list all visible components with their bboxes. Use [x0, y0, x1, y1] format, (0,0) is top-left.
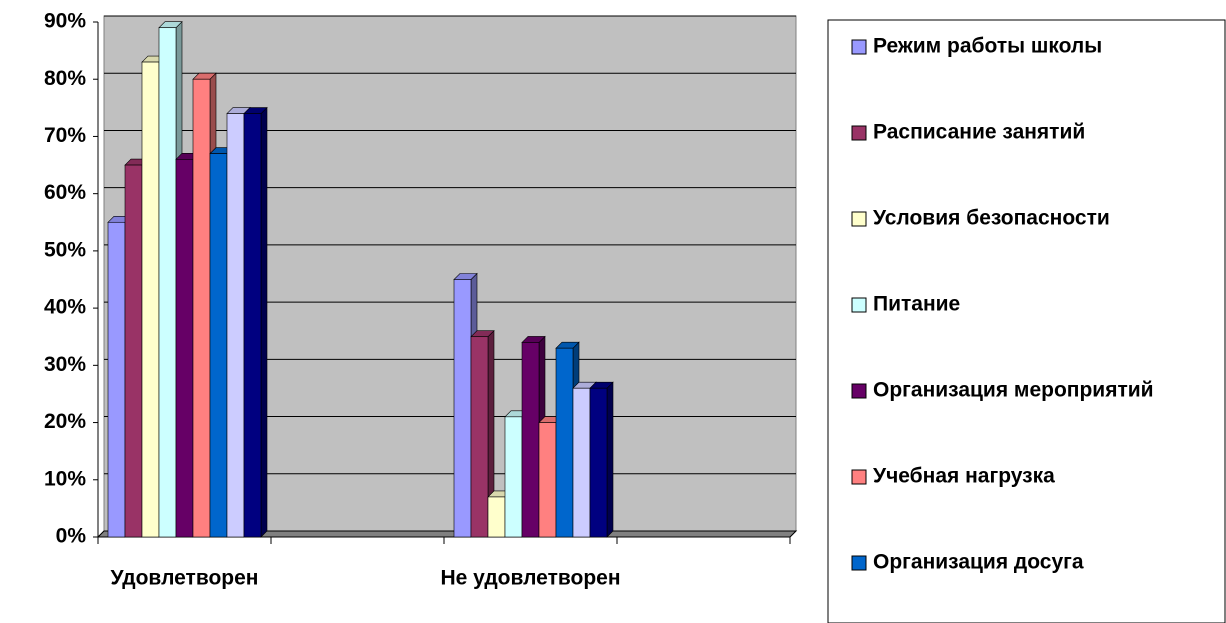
bar-face: [589, 387, 608, 538]
legend-swatch: [851, 211, 867, 227]
bar-face: [487, 496, 506, 538]
y-tick-label: 70%: [44, 124, 86, 147]
y-tick-label: 60%: [44, 181, 86, 204]
bar: [243, 106, 268, 538]
bar-face: [504, 416, 523, 538]
legend-label: Организация мероприятий: [873, 379, 1154, 402]
y-tick-label: 90%: [44, 10, 86, 33]
legend-swatch: [851, 469, 867, 485]
legend-label: Расписание занятий: [873, 121, 1085, 144]
y-tick-label: 0%: [56, 525, 87, 548]
bar-face: [555, 347, 574, 538]
bar-face: [572, 387, 591, 538]
bar-face: [175, 159, 194, 538]
x-tick-label: Не удовлетворен: [440, 567, 620, 590]
bar-face: [470, 336, 489, 538]
bar-face: [538, 422, 557, 538]
bar-face: [124, 164, 143, 538]
legend-label: Организация досуга: [873, 551, 1084, 574]
legend-swatch: [851, 297, 867, 313]
bar-face: [209, 153, 228, 538]
bar: [589, 381, 614, 538]
legend-swatch: [851, 125, 867, 141]
bar-face: [453, 279, 472, 538]
bar-face: [141, 61, 160, 538]
y-tick-label: 30%: [44, 353, 86, 376]
legend-label: Питание: [873, 293, 960, 316]
legend-label: Условия безопасности: [873, 207, 1110, 230]
legend-box: [827, 19, 1226, 623]
y-tick-label: 50%: [44, 238, 86, 261]
legend-label: Режим работы школы: [873, 35, 1102, 58]
bar-face: [243, 113, 262, 538]
legend-swatch: [851, 383, 867, 399]
bar-face: [158, 27, 177, 538]
bar-face: [521, 342, 540, 538]
bar-face: [226, 113, 245, 538]
legend-swatch: [851, 39, 867, 55]
bar-face: [107, 221, 126, 538]
bar-face: [260, 106, 268, 538]
legend-label: Учебная нагрузка: [873, 465, 1055, 488]
bar-face: [606, 381, 614, 538]
x-tick-label: Удовлетворен: [111, 567, 259, 590]
y-tick-label: 20%: [44, 410, 86, 433]
y-tick-label: 10%: [44, 467, 86, 490]
y-tick-label: 40%: [44, 296, 86, 319]
legend-swatch: [851, 555, 867, 571]
y-tick-label: 80%: [44, 67, 86, 90]
bar-face: [192, 78, 211, 538]
